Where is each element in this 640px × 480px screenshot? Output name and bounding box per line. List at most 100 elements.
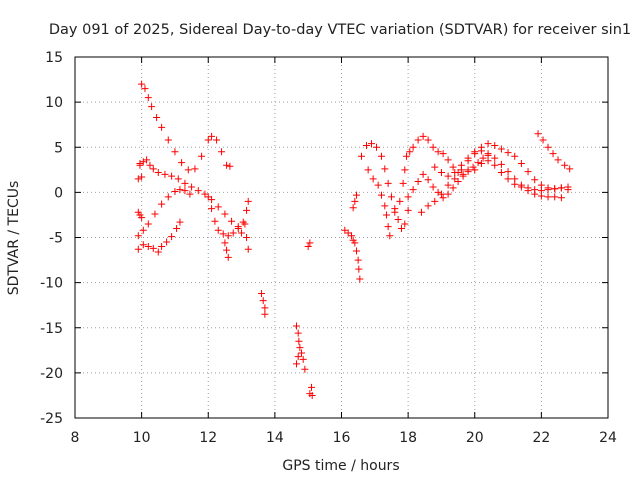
data-point: [198, 152, 206, 160]
data-point: [171, 187, 179, 195]
data-point: [444, 181, 452, 189]
data-point: [497, 169, 505, 177]
y-tick-label: 10: [45, 95, 63, 111]
data-point: [397, 224, 405, 232]
data-point: [424, 136, 432, 144]
y-tick-label: 15: [45, 50, 63, 66]
data-point: [434, 148, 442, 156]
data-point: [164, 193, 172, 201]
data-point: [173, 224, 181, 232]
data-point: [414, 178, 422, 186]
y-tick-label: -25: [40, 411, 63, 427]
data-point: [261, 304, 269, 312]
data-point: [551, 193, 559, 201]
data-point: [171, 148, 179, 156]
data-point: [208, 132, 216, 140]
data-point: [381, 202, 389, 210]
data-point: [138, 80, 146, 88]
data-point: [243, 234, 251, 241]
data-point: [299, 355, 307, 363]
data-point: [479, 154, 487, 162]
data-point: [194, 187, 202, 195]
data-point: [566, 165, 574, 173]
data-point: [401, 166, 409, 174]
data-point: [404, 206, 412, 214]
data-point: [301, 365, 309, 373]
data-point: [471, 148, 479, 156]
data-point: [134, 232, 142, 240]
data-point: [362, 141, 370, 149]
data-point: [294, 353, 302, 361]
data-point: [139, 241, 147, 249]
data-point: [504, 168, 512, 176]
data-point: [399, 179, 407, 187]
data-point: [524, 168, 532, 176]
data-point: [439, 150, 447, 158]
data-point: [223, 161, 231, 169]
axis-ticks: [74, 56, 609, 419]
data-point: [355, 265, 363, 273]
data-point: [228, 217, 236, 225]
data-point: [244, 197, 252, 205]
data-point: [369, 175, 377, 183]
data-point: [138, 214, 146, 222]
y-tick-label: 0: [54, 185, 63, 201]
data-point: [534, 130, 542, 138]
data-point: [144, 94, 152, 102]
data-point: [308, 383, 316, 391]
data-point: [424, 202, 432, 210]
data-point: [364, 166, 372, 174]
data-point: [176, 218, 184, 226]
data-point: [351, 239, 359, 247]
data-point: [402, 152, 410, 160]
data-point: [151, 210, 159, 218]
y-tick-label: 5: [54, 140, 63, 156]
data-point: [497, 145, 505, 153]
data-point: [491, 161, 499, 169]
data-point: [176, 186, 184, 194]
data-point: [352, 247, 360, 255]
data-point: [524, 184, 532, 192]
data-point: [386, 232, 394, 240]
data-point: [429, 143, 437, 151]
data-point: [444, 156, 452, 164]
data-point: [224, 232, 232, 240]
data-point: [144, 243, 152, 251]
x-tick-label: 18: [399, 430, 417, 446]
data-point: [149, 244, 157, 252]
data-point: [531, 186, 539, 194]
y-tick-label: -15: [40, 321, 63, 337]
data-point: [178, 159, 186, 167]
data-point: [544, 143, 552, 151]
data-point: [409, 143, 417, 151]
data-point: [214, 203, 222, 211]
data-point: [293, 360, 301, 368]
data-point: [351, 197, 359, 205]
data-point: [181, 179, 189, 187]
data-point: [243, 206, 251, 214]
data-point: [382, 211, 390, 219]
data-point: [148, 103, 156, 111]
data-point: [374, 181, 382, 189]
x-tick-label: 22: [532, 430, 550, 446]
data-point: [349, 204, 357, 212]
data-point: [241, 220, 249, 228]
data-point: [221, 210, 229, 218]
data-point: [377, 191, 385, 199]
data-point: [295, 337, 303, 345]
data-point: [372, 143, 380, 151]
data-point: [511, 152, 519, 160]
data-point: [158, 200, 166, 208]
data-point: [356, 275, 364, 283]
data-point: [146, 161, 154, 169]
data-point: [208, 205, 216, 213]
data-point: [417, 208, 425, 216]
x-tick-label: 10: [133, 430, 151, 446]
data-point: [306, 239, 314, 247]
data-point: [211, 217, 219, 225]
data-point: [444, 190, 452, 198]
data-point: [158, 123, 166, 131]
data-point: [223, 246, 231, 254]
data-point: [367, 140, 375, 148]
